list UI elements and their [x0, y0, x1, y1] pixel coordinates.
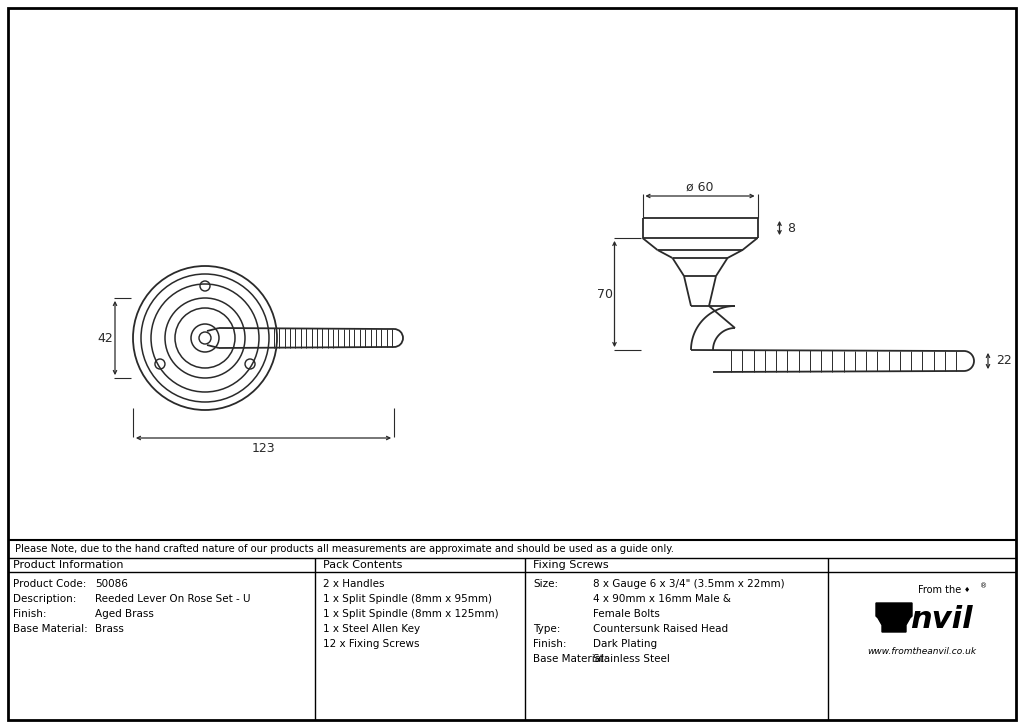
- Text: Size:: Size:: [534, 579, 558, 589]
- Text: Dark Plating: Dark Plating: [593, 639, 657, 649]
- Text: 1 x Split Spindle (8mm x 95mm): 1 x Split Spindle (8mm x 95mm): [323, 594, 492, 604]
- Text: Base Material:: Base Material:: [13, 624, 88, 634]
- Text: 4 x 90mm x 16mm Male &: 4 x 90mm x 16mm Male &: [593, 594, 731, 604]
- Text: 2 x Handles: 2 x Handles: [323, 579, 384, 589]
- Text: Base Material:: Base Material:: [534, 654, 608, 664]
- Text: 70: 70: [597, 288, 612, 301]
- Text: From the: From the: [919, 585, 962, 595]
- Text: Brass: Brass: [95, 624, 124, 634]
- Text: 22: 22: [996, 355, 1012, 368]
- Text: Please Note, due to the hand crafted nature of our products all measurements are: Please Note, due to the hand crafted nat…: [15, 544, 674, 554]
- Text: Aged Brass: Aged Brass: [95, 609, 154, 619]
- Circle shape: [199, 332, 211, 344]
- Text: Product Information: Product Information: [13, 560, 124, 570]
- Text: Product Code:: Product Code:: [13, 579, 86, 589]
- Text: Finish:: Finish:: [534, 639, 566, 649]
- Text: www.fromtheanvil.co.uk: www.fromtheanvil.co.uk: [867, 647, 977, 657]
- Text: Countersunk Raised Head: Countersunk Raised Head: [593, 624, 728, 634]
- Text: Finish:: Finish:: [13, 609, 46, 619]
- Text: 50086: 50086: [95, 579, 128, 589]
- Text: ø 60: ø 60: [686, 181, 714, 194]
- Text: Fixing Screws: Fixing Screws: [534, 560, 608, 570]
- Text: 123: 123: [252, 441, 275, 454]
- Text: Pack Contents: Pack Contents: [323, 560, 402, 570]
- Text: 8 x Gauge 6 x 3/4" (3.5mm x 22mm): 8 x Gauge 6 x 3/4" (3.5mm x 22mm): [593, 579, 784, 589]
- Text: 42: 42: [97, 331, 113, 344]
- Text: 8: 8: [787, 221, 796, 234]
- Text: Description:: Description:: [13, 594, 77, 604]
- Text: ♦: ♦: [964, 587, 970, 593]
- Text: 1 x Steel Allen Key: 1 x Steel Allen Key: [323, 624, 420, 634]
- Text: 12 x Fixing Screws: 12 x Fixing Screws: [323, 639, 420, 649]
- Text: Female Bolts: Female Bolts: [593, 609, 659, 619]
- Polygon shape: [876, 603, 912, 632]
- Text: ®: ®: [980, 583, 987, 589]
- Text: Stainless Steel: Stainless Steel: [593, 654, 670, 664]
- Text: nvil: nvil: [910, 606, 973, 635]
- Text: Type:: Type:: [534, 624, 560, 634]
- Text: Reeded Lever On Rose Set - U: Reeded Lever On Rose Set - U: [95, 594, 251, 604]
- Text: 1 x Split Spindle (8mm x 125mm): 1 x Split Spindle (8mm x 125mm): [323, 609, 499, 619]
